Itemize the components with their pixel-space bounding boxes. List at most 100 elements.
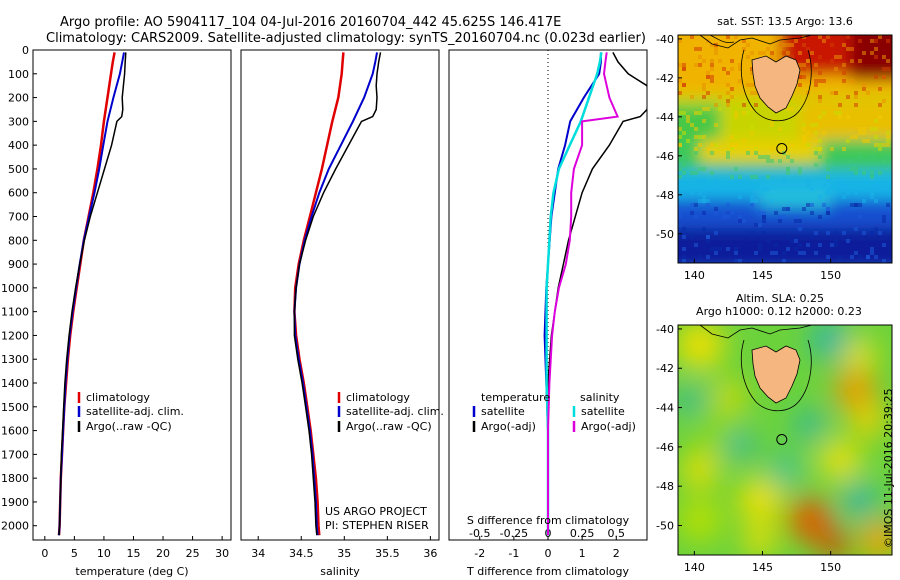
- sst-pixel: [730, 211, 734, 215]
- sst-pixel: [686, 207, 690, 211]
- sst-pixel: [702, 167, 706, 171]
- sst-pixel: [694, 215, 698, 219]
- sst-pixel: [734, 251, 738, 255]
- sst-pixel: [870, 195, 874, 199]
- sst-pixel: [850, 167, 854, 171]
- sst-pixel: [690, 123, 694, 127]
- s-difference-xlabel: S difference from climatology: [467, 514, 630, 527]
- sst-pixel: [698, 47, 702, 51]
- sst-pixel: [822, 131, 826, 135]
- sst-pixel: [874, 119, 878, 123]
- sst-pixel: [778, 219, 782, 223]
- sst-pixel: [702, 179, 706, 183]
- sst-pixel: [858, 255, 862, 259]
- sst-pixel: [842, 71, 846, 75]
- sst-pixel: [794, 247, 798, 251]
- sst-pixel: [794, 215, 798, 219]
- sst-pixel: [814, 79, 818, 83]
- sst-pixel: [866, 91, 870, 95]
- sst-pixel: [730, 67, 734, 71]
- sst-pixel: [762, 219, 766, 223]
- sst-pixel: [802, 43, 806, 47]
- sst-pixel: [806, 59, 810, 63]
- sst-pixel: [778, 55, 782, 59]
- sst-pixel: [714, 247, 718, 251]
- sst-pixel: [846, 139, 850, 143]
- sst-pixel: [854, 167, 858, 171]
- sst-pixel: [878, 143, 882, 147]
- sst-pixel: [762, 231, 766, 235]
- sst-pixel: [818, 215, 822, 219]
- sla-anomaly-blob: [810, 325, 850, 360]
- sst-pixel: [886, 155, 890, 159]
- sst-pixel: [874, 255, 878, 259]
- sst-pixel: [826, 207, 830, 211]
- sst-pixel: [822, 111, 826, 115]
- sst-pixel: [818, 147, 822, 151]
- sst-pixel: [738, 79, 742, 83]
- sst-pixel: [830, 147, 834, 151]
- sla-anomaly-blob: [738, 478, 782, 522]
- sst-pixel: [678, 143, 682, 147]
- temperature-profile-panel: 0100200300400500600700800900100011001200…: [1, 44, 232, 578]
- sst-pixel: [874, 127, 878, 131]
- sst-pixel: [766, 239, 770, 243]
- sst-pixel: [750, 127, 754, 131]
- lat-tick-label: -40: [656, 323, 674, 336]
- sst-pixel: [878, 171, 882, 175]
- sst-pixel: [758, 247, 762, 251]
- sst-pixel: [694, 111, 698, 115]
- sst-pixel: [862, 87, 866, 91]
- sst-pixel: [710, 187, 714, 191]
- sst-pixel: [806, 203, 810, 207]
- sst-pixel: [882, 99, 886, 103]
- sst-pixel: [678, 135, 682, 139]
- sst-pixel: [778, 47, 782, 51]
- sst-pixel: [826, 167, 830, 171]
- sst-pixel: [714, 183, 718, 187]
- sst-pixel: [706, 199, 710, 203]
- sst-pixel: [706, 147, 710, 151]
- sst-pixel: [714, 207, 718, 211]
- sst-pixel: [854, 191, 858, 195]
- sst-pixel: [882, 143, 886, 147]
- sst-pixel: [798, 251, 802, 255]
- sst-pixel: [786, 155, 790, 159]
- x-tick-label: 30: [215, 547, 229, 560]
- sst-pixel: [874, 227, 878, 231]
- sst-pixel: [722, 215, 726, 219]
- sst-pixel: [766, 175, 770, 179]
- sst-pixel: [842, 147, 846, 151]
- series-line-4: [547, 52, 620, 536]
- legend-title-temperature: temperature: [481, 391, 550, 404]
- sst-pixel: [702, 87, 706, 91]
- depth-tick-label: 1700: [1, 448, 29, 461]
- sst-pixel: [854, 103, 858, 107]
- sst-pixel: [754, 199, 758, 203]
- sst-pixel: [810, 211, 814, 215]
- depth-tick-label: 1300: [1, 353, 29, 366]
- sst-pixel: [786, 51, 790, 55]
- sst-pixel: [726, 35, 730, 39]
- sst-pixel: [846, 159, 850, 163]
- sst-pixel: [862, 131, 866, 135]
- sst-pixel: [750, 91, 754, 95]
- sst-pixel: [838, 111, 842, 115]
- sst-pixel: [698, 143, 702, 147]
- sst-pixel: [710, 79, 714, 83]
- sst-pixel: [886, 207, 890, 211]
- sst-pixel: [822, 63, 826, 67]
- sst-pixel: [886, 139, 890, 143]
- sst-pixel: [846, 239, 850, 243]
- legend-label: climatology: [86, 391, 150, 404]
- lat-tick-label: -50: [656, 520, 674, 533]
- lat-tick-label: -48: [656, 189, 674, 202]
- sst-pixel: [754, 151, 758, 155]
- sst-pixel: [734, 143, 738, 147]
- depth-tick-label: 1600: [1, 425, 29, 438]
- sst-pixel: [774, 211, 778, 215]
